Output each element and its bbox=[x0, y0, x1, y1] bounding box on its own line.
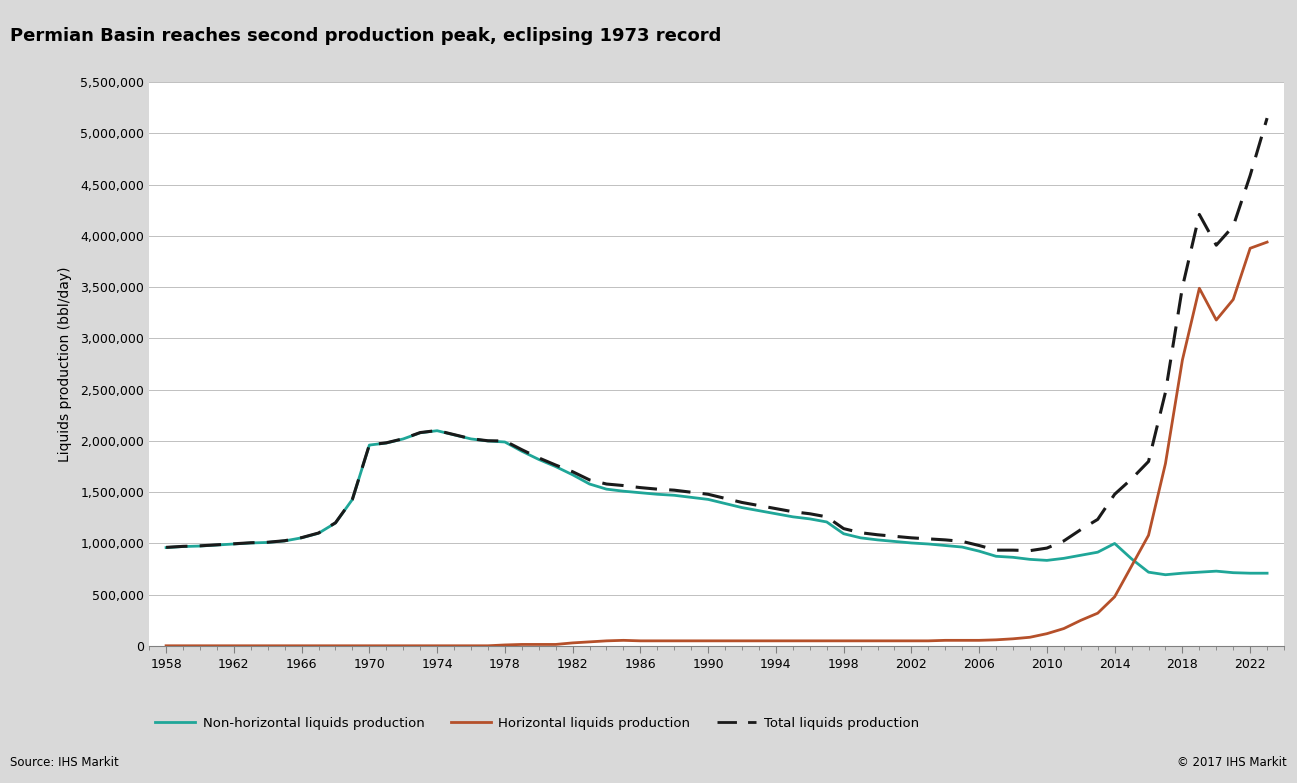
Text: Source: IHS Markit: Source: IHS Markit bbox=[10, 756, 119, 769]
Text: © 2017 IHS Markit: © 2017 IHS Markit bbox=[1176, 756, 1287, 769]
Y-axis label: Liquids production (bbl/day): Liquids production (bbl/day) bbox=[58, 266, 71, 462]
Text: Permian Basin reaches second production peak, eclipsing 1973 record: Permian Basin reaches second production … bbox=[10, 27, 721, 45]
Legend: Non-horizontal liquids production, Horizontal liquids production, Total liquids : Non-horizontal liquids production, Horiz… bbox=[150, 712, 925, 735]
